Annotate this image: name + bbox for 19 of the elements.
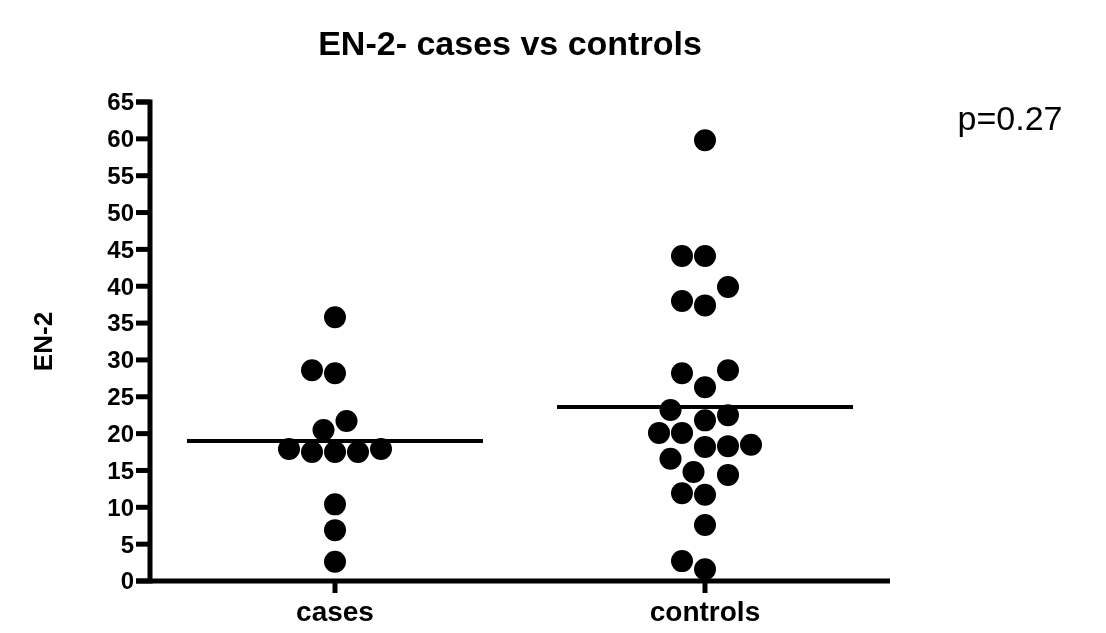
chart-title: EN-2- cases vs controls	[318, 24, 702, 62]
y-tick-label: 15	[107, 456, 134, 484]
y-tick-label: 45	[107, 235, 134, 263]
y-tick-label: 30	[107, 346, 134, 374]
y-tick-label: 40	[107, 272, 134, 300]
y-tick-label: 0	[120, 567, 134, 595]
y-tick-label: 55	[107, 162, 134, 190]
y-tick-label: 50	[107, 198, 134, 226]
y-tick-label: 10	[107, 493, 134, 521]
x-tick-label: cases	[296, 596, 374, 627]
y-tick-label: 5	[120, 530, 134, 558]
text: p=0.27	[957, 99, 1063, 137]
y-tick-label: 60	[107, 125, 134, 153]
y-tick-label: 25	[107, 383, 134, 411]
y-axis-title: EN-2	[28, 311, 58, 372]
y-tick-label: 65	[107, 88, 134, 116]
x-tick-label: controls	[649, 596, 761, 627]
y-tick-label: 35	[107, 309, 134, 337]
y-tick-label: 20	[107, 420, 134, 448]
